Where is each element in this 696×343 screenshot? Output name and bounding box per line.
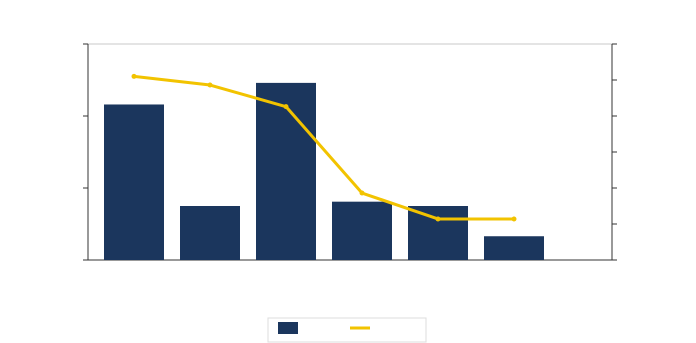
bar <box>180 206 240 260</box>
legend-swatch <box>278 322 298 334</box>
line-point <box>207 82 213 88</box>
bar <box>484 236 544 260</box>
bar <box>332 201 392 260</box>
line-point <box>435 216 441 222</box>
line-point <box>131 73 137 79</box>
bar <box>408 206 468 260</box>
bar <box>256 82 316 260</box>
bar-series <box>104 82 544 260</box>
line-series <box>131 73 517 222</box>
left-axis-ticks <box>83 43 88 261</box>
line-point <box>511 216 517 222</box>
series-line <box>133 74 514 221</box>
legend <box>267 317 427 343</box>
line-point <box>283 104 289 110</box>
right-axis-ticks <box>612 43 617 261</box>
line-point <box>359 190 365 196</box>
bar <box>104 104 164 260</box>
